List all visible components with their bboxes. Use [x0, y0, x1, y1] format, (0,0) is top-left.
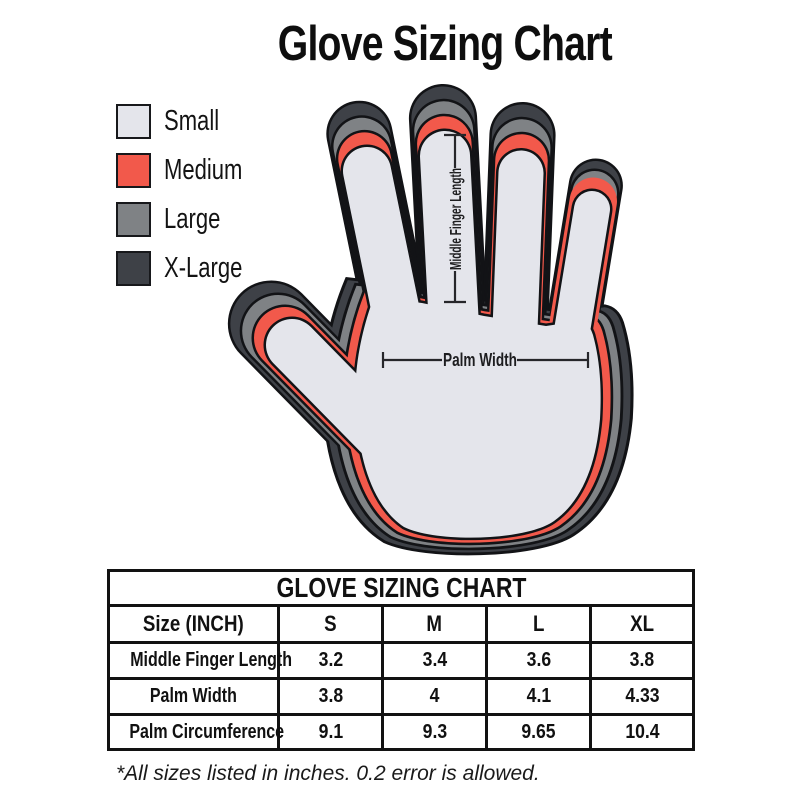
table-cell: 4.1 [485, 677, 592, 716]
table-cell: 3.2 [277, 641, 384, 680]
xlarge-color-swatch [116, 250, 151, 286]
table-cell: 3.8 [277, 677, 384, 716]
footnote: *All sizes listed in inches. 0.2 error i… [116, 762, 540, 785]
glove-sizing-table: GLOVE SIZING CHART Size (INCH) S M L XL … [106, 569, 696, 751]
medium-color-swatch [116, 152, 151, 188]
legend-label: Medium [164, 153, 243, 186]
table-header-row: Size (INCH) S M L XL [107, 604, 696, 644]
table-row: Palm Width 3.8 4 4.1 4.33 [107, 677, 696, 716]
table-row: Middle Finger Length 3.2 3.4 3.6 3.8 [107, 641, 696, 680]
legend-label: Small [164, 104, 220, 137]
table-cell: 3.6 [485, 641, 592, 680]
table-title: GLOVE SIZING CHART [106, 569, 696, 607]
legend-item-medium: Medium [116, 152, 267, 188]
small-color-swatch [116, 103, 151, 139]
column-header: M [381, 604, 488, 644]
glove-hand-diagram: Middle Finger Length Palm Width [227, 83, 634, 556]
table-cell: 4 [381, 677, 488, 716]
row-label: Middle Finger Length [107, 641, 292, 680]
legend-label: Large [164, 202, 221, 235]
column-header: S [277, 604, 384, 644]
table-cell: 3.8 [588, 641, 696, 680]
table-cell: 10.4 [588, 713, 696, 751]
legend-label: X-Large [164, 251, 243, 284]
legend-item-large: Large [116, 201, 267, 237]
table-row: Palm Circumference 9.1 9.3 9.65 10.4 [107, 713, 696, 751]
large-color-swatch [116, 201, 151, 237]
table-cell: 3.4 [381, 641, 488, 680]
legend-item-small: Small [116, 103, 267, 139]
table-cell: 9.3 [381, 713, 488, 751]
row-label: Palm Width [107, 677, 280, 716]
palm-width-label: Palm Width [443, 349, 517, 370]
table-cell: 9.1 [277, 713, 384, 751]
glove-layer-small [263, 128, 613, 541]
page-title: Glove Sizing Chart [277, 17, 613, 71]
middle-finger-length-label: Middle Finger Length [448, 168, 465, 270]
column-header: L [485, 604, 592, 644]
measurement-lines [381, 133, 590, 368]
table-cell: 4.33 [588, 677, 696, 716]
column-header: XL [588, 604, 696, 644]
column-header: Size (INCH) [107, 604, 280, 644]
row-label: Palm Circumference [107, 713, 284, 751]
size-legend: Small Medium Large X-Large [116, 103, 267, 299]
table-cell: 9.65 [485, 713, 592, 751]
legend-item-xlarge: X-Large [116, 250, 267, 286]
